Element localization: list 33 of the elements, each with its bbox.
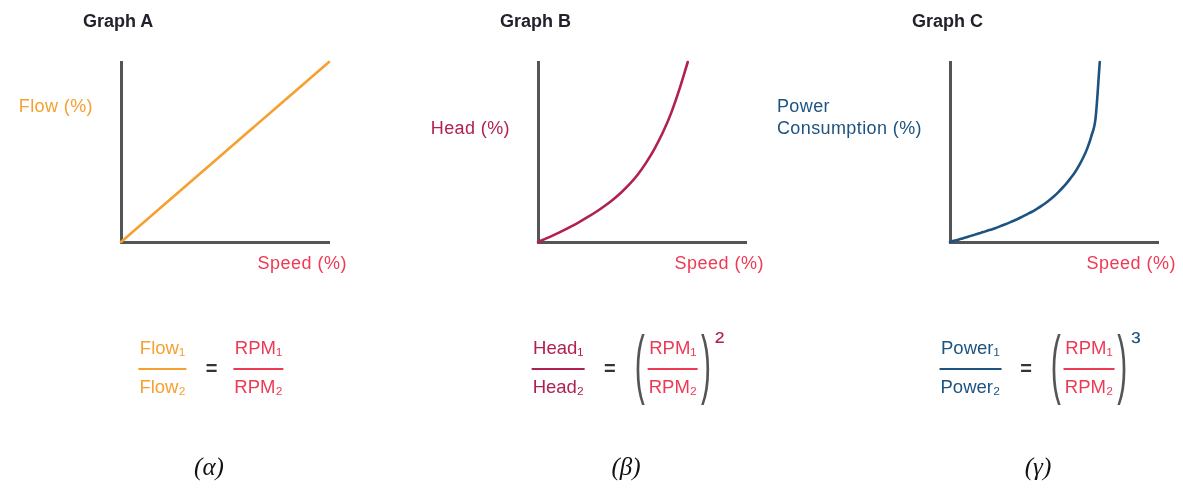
text: (α) [194,453,224,481]
text: ) [701,320,712,405]
text: Power₁ [940,337,1001,358]
text: = [205,356,218,379]
x-axis-title: Speed (%) [1086,253,1176,273]
text: Head₂ [531,376,586,397]
text: Head₁ [532,337,585,358]
text: Power₂ [939,376,1002,397]
y-axis-title: Flow (%) [18,95,93,117]
text: ² [715,326,725,357]
text: ) [1117,320,1128,405]
text: ( [634,320,645,405]
chart-title: Graph C [912,11,984,31]
text: = [1020,356,1032,379]
text: RPM₂ [233,376,284,397]
chart-title: Graph A [83,11,154,31]
text: Flow₁ [138,337,187,358]
chart-title: Graph B [500,11,572,31]
y-axis-title: Head (%) [430,117,510,139]
text: Flow₂ [138,376,187,397]
text: RPM₁ [233,337,284,358]
text: ³ [1131,326,1141,357]
text: (γ) [1024,453,1052,481]
text: RPM₁ [648,337,698,358]
y-axis-title: Power Consumption (%) [776,95,922,139]
x-axis-title: Speed (%) [257,253,347,273]
text: = [604,356,616,379]
text: RPM₁ [1064,337,1114,358]
text: (β) [611,453,641,481]
text: RPM₂ [1063,376,1115,397]
text: RPM₂ [647,376,699,397]
text: ( [1050,320,1061,405]
x-axis-title: Speed (%) [674,253,764,273]
